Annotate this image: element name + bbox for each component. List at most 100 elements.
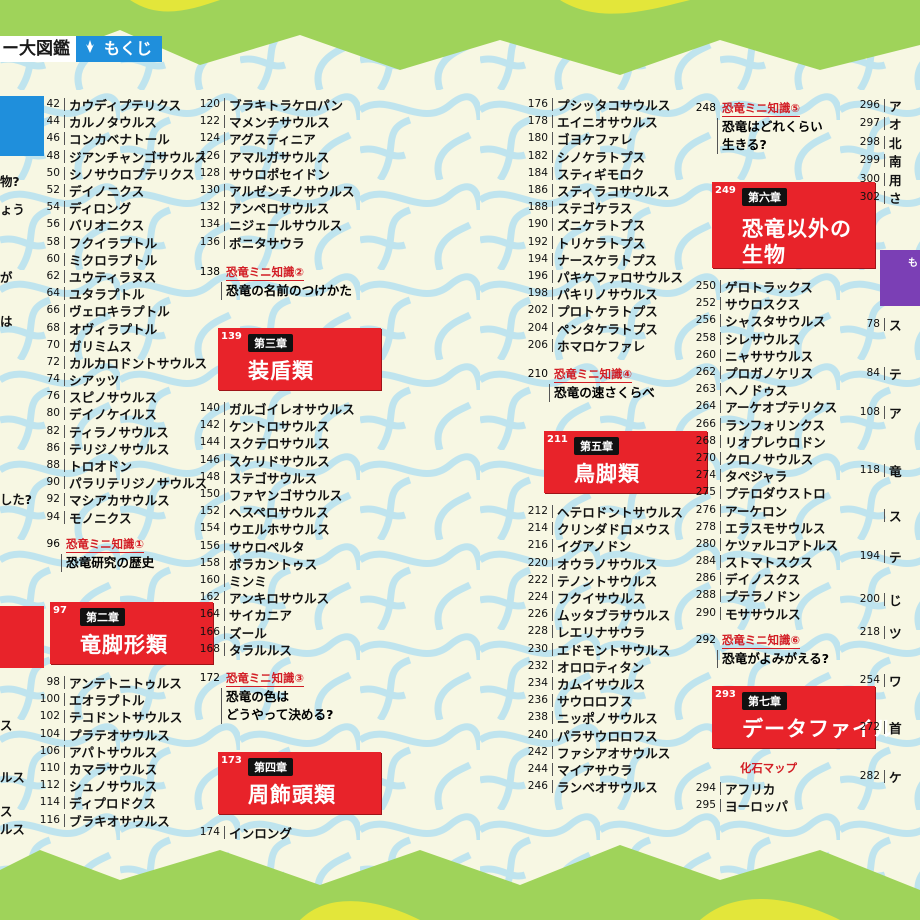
toc-entry[interactable]: 80 デイノケイルス <box>36 405 207 422</box>
toc-entry[interactable]: 44 カルノタウルス <box>36 113 207 130</box>
toc-entry[interactable]: 236 サウロロフス <box>524 692 683 709</box>
toc-entry[interactable]: ス <box>856 507 902 524</box>
toc-entry[interactable]: 98 アンテトニトゥルス <box>36 674 182 691</box>
toc-entry[interactable]: 212 ヘテロドントサウルス <box>524 503 683 520</box>
toc-entry[interactable]: 68 オヴィラプトル <box>36 319 207 337</box>
toc-entry[interactable]: 298 北 <box>856 133 902 152</box>
toc-entry[interactable]: 182 シノケラトプス <box>524 148 683 165</box>
toc-entry[interactable]: 290 モササウルス <box>692 605 838 622</box>
mini-knowledge-3[interactable]: 172 恐竜ミニ知識③ 恐竜の色は どうやって決める? <box>196 668 376 730</box>
toc-entry[interactable]: 54 ディロング <box>36 199 207 216</box>
toc-entry[interactable]: 260 ニャササウルス <box>692 347 838 364</box>
toc-entry[interactable]: 92 マシアカサウルス <box>36 491 207 508</box>
mini-knowledge-5[interactable]: 248 恐竜ミニ知識⑤ 恐竜はどれくらい 生きる? <box>692 98 872 160</box>
toc-entry[interactable]: 140 ガルゴイレオサウルス <box>196 400 355 417</box>
toc-entry[interactable]: 156 サウロペルタ <box>196 538 355 555</box>
toc-entry[interactable]: 302 さ <box>856 189 902 208</box>
toc-entry[interactable]: 72 カルカロドントサウルス <box>36 354 207 371</box>
toc-entry[interactable]: 58 フクイラプトル <box>36 234 207 251</box>
toc-entry[interactable]: 270 クロノサウルス <box>692 450 838 467</box>
toc-entry[interactable]: 262 プロガノケリス <box>692 364 838 381</box>
toc-entry[interactable]: 296 ア <box>856 96 902 115</box>
toc-entry[interactable]: 272 首 <box>856 719 902 736</box>
toc-entry[interactable]: 78 ス <box>856 316 902 333</box>
chapter-5-banner[interactable]: 211 第五章 鳥脚類 <box>544 431 707 493</box>
chapter-2-banner[interactable]: 97 第二章 竜脚形類 <box>50 602 213 664</box>
toc-entry[interactable]: 176 プシッタコサウルス <box>524 96 683 113</box>
toc-entry[interactable]: 144 スクテロサウルス <box>196 434 355 451</box>
toc-entry[interactable]: 142 ケントロサウルス <box>196 417 355 434</box>
toc-entry[interactable]: 190 ズニケラトプス <box>524 216 683 233</box>
toc-entry[interactable]: 48 ジアンチャンゴサウルス <box>36 148 207 165</box>
toc-entry[interactable]: 100 エオラプトル <box>36 691 182 708</box>
toc-entry[interactable]: 50 シノサウロプテリクス <box>36 165 207 182</box>
toc-entry[interactable]: 124 アグスティニア <box>196 130 354 147</box>
toc-entry[interactable]: 122 マメンチサウルス <box>196 113 354 130</box>
toc-entry[interactable]: 66 ヴェロキラプトル <box>36 302 207 319</box>
toc-entry[interactable]: 120 ブラキトラケロパン <box>196 96 354 113</box>
toc-entry[interactable]: 110 カマラサウルス <box>36 760 182 777</box>
toc-entry[interactable]: 186 スティラコサウルス <box>524 182 683 199</box>
toc-entry[interactable]: 166 ズール <box>196 623 355 641</box>
toc-entry[interactable]: 134 ニジェールサウルス <box>196 216 354 233</box>
toc-entry[interactable]: 82 ティラノサウルス <box>36 423 207 440</box>
toc-entry[interactable]: 84 テ <box>856 365 902 382</box>
toc-entry[interactable]: 214 クリンダドロメウス <box>524 520 683 537</box>
toc-entry[interactable]: 258 シレサウルス <box>692 330 838 347</box>
toc-entry[interactable]: 240 パラサウロロフス <box>524 726 683 744</box>
toc-entry[interactable]: 188 ステゴケラス <box>524 199 683 216</box>
toc-entry[interactable]: 264 アーケオプテリクス <box>692 398 838 415</box>
toc-entry[interactable]: 112 シュノサウルス <box>36 777 182 794</box>
chapter-6-banner[interactable]: 249 第六章 恐竜以外の 生物 <box>712 182 875 268</box>
mini-knowledge-4[interactable]: 210 恐竜ミニ知識④ 恐竜の速さくらべ <box>524 364 704 408</box>
toc-entry[interactable]: 218 ツ <box>856 624 902 641</box>
toc-entry[interactable]: 274 タペジャラ <box>692 467 838 484</box>
toc-entry[interactable]: 64 ユタラプトル <box>36 285 207 302</box>
toc-entry[interactable]: 250 ゲロトラックス <box>692 278 838 295</box>
toc-entry[interactable]: 184 スティギモロク <box>524 165 683 182</box>
toc-entry[interactable]: 242 ファシアオサウルス <box>524 744 683 761</box>
toc-entry[interactable]: 216 イグアノドン <box>524 537 683 554</box>
toc-entry[interactable]: 232 オロロティタン <box>524 658 683 675</box>
toc-entry[interactable]: 132 アンペロサウルス <box>196 199 354 216</box>
toc-entry[interactable]: 70 ガリミムス <box>36 337 207 354</box>
toc-entry[interactable]: 266 ランフォリンクス <box>692 416 838 433</box>
toc-entry[interactable]: 198 パキリノサウルス <box>524 285 683 302</box>
toc-entry[interactable]: 46 コンカベナトール <box>36 130 207 147</box>
toc-entry[interactable]: 42 カウディプテリクス <box>36 96 207 113</box>
toc-entry[interactable]: 244 マイアサウラ <box>524 761 683 778</box>
toc-entry[interactable]: 148 ステゴサウルス <box>196 469 355 486</box>
toc-entry[interactable]: 130 アルゼンチノサウルス <box>196 182 354 199</box>
toc-entry[interactable]: 88 トロオドン <box>36 457 207 474</box>
toc-entry[interactable]: 76 スピノサウルス <box>36 388 207 405</box>
toc-entry[interactable]: 280 ケツァルコアトルス <box>692 536 838 553</box>
toc-entry[interactable]: 220 オウラノサウルス <box>524 555 683 572</box>
toc-entry[interactable]: 118 竜 <box>856 462 902 479</box>
toc-entry[interactable]: 74 シアッツ <box>36 371 207 388</box>
mini-knowledge-6[interactable]: 292 恐竜ミニ知識⑥ 恐竜がよみがえる? <box>692 630 872 674</box>
toc-entry[interactable]: 154 ウエルホサウルス <box>196 520 355 537</box>
toc-entry[interactable]: 200 じ <box>856 591 902 608</box>
toc-entry[interactable]: 150 ファヤンゴサウルス <box>196 486 355 503</box>
toc-entry[interactable]: 288 プテラノドン <box>692 587 838 604</box>
toc-entry[interactable]: 295 ヨーロッパ <box>692 797 788 814</box>
toc-entry[interactable]: 126 アマルガサウルス <box>196 148 354 165</box>
toc-entry[interactable]: 297 オ <box>856 115 902 134</box>
toc-entry[interactable]: 104 プラテオサウルス <box>36 726 182 743</box>
toc-entry[interactable]: 234 カムイサウルス <box>524 675 683 692</box>
toc-entry[interactable]: 94 モノニクス <box>36 509 207 526</box>
toc-entry[interactable]: 252 サウロスクス <box>692 295 838 312</box>
toc-entry[interactable]: 136 ボニタサウラ <box>196 234 354 251</box>
toc-entry[interactable]: 164 サイカニア <box>196 606 355 623</box>
toc-entry[interactable]: 276 アーケロン <box>692 501 838 519</box>
toc-entry[interactable]: 52 デイノニクス <box>36 182 207 199</box>
toc-entry[interactable]: 228 レエリナサウラ <box>524 623 683 640</box>
toc-entry[interactable]: 300 用 <box>856 170 902 189</box>
chapter-7-banner[interactable]: 293 第七章 データファイル <box>712 686 895 748</box>
toc-entry[interactable]: 263 ヘノドゥス <box>692 381 838 398</box>
chapter-3-banner[interactable]: 139 第三章 装盾類 <box>218 328 381 390</box>
toc-entry[interactable]: 158 ボラカントゥス <box>196 555 355 572</box>
mini-knowledge-2[interactable]: 138 恐竜ミニ知識② 恐竜の名前のつけかた <box>196 262 376 306</box>
toc-entry[interactable]: 294 アフリカ <box>692 780 788 797</box>
chapter-4-banner[interactable]: 173 第四章 周飾頭類 <box>218 752 381 814</box>
